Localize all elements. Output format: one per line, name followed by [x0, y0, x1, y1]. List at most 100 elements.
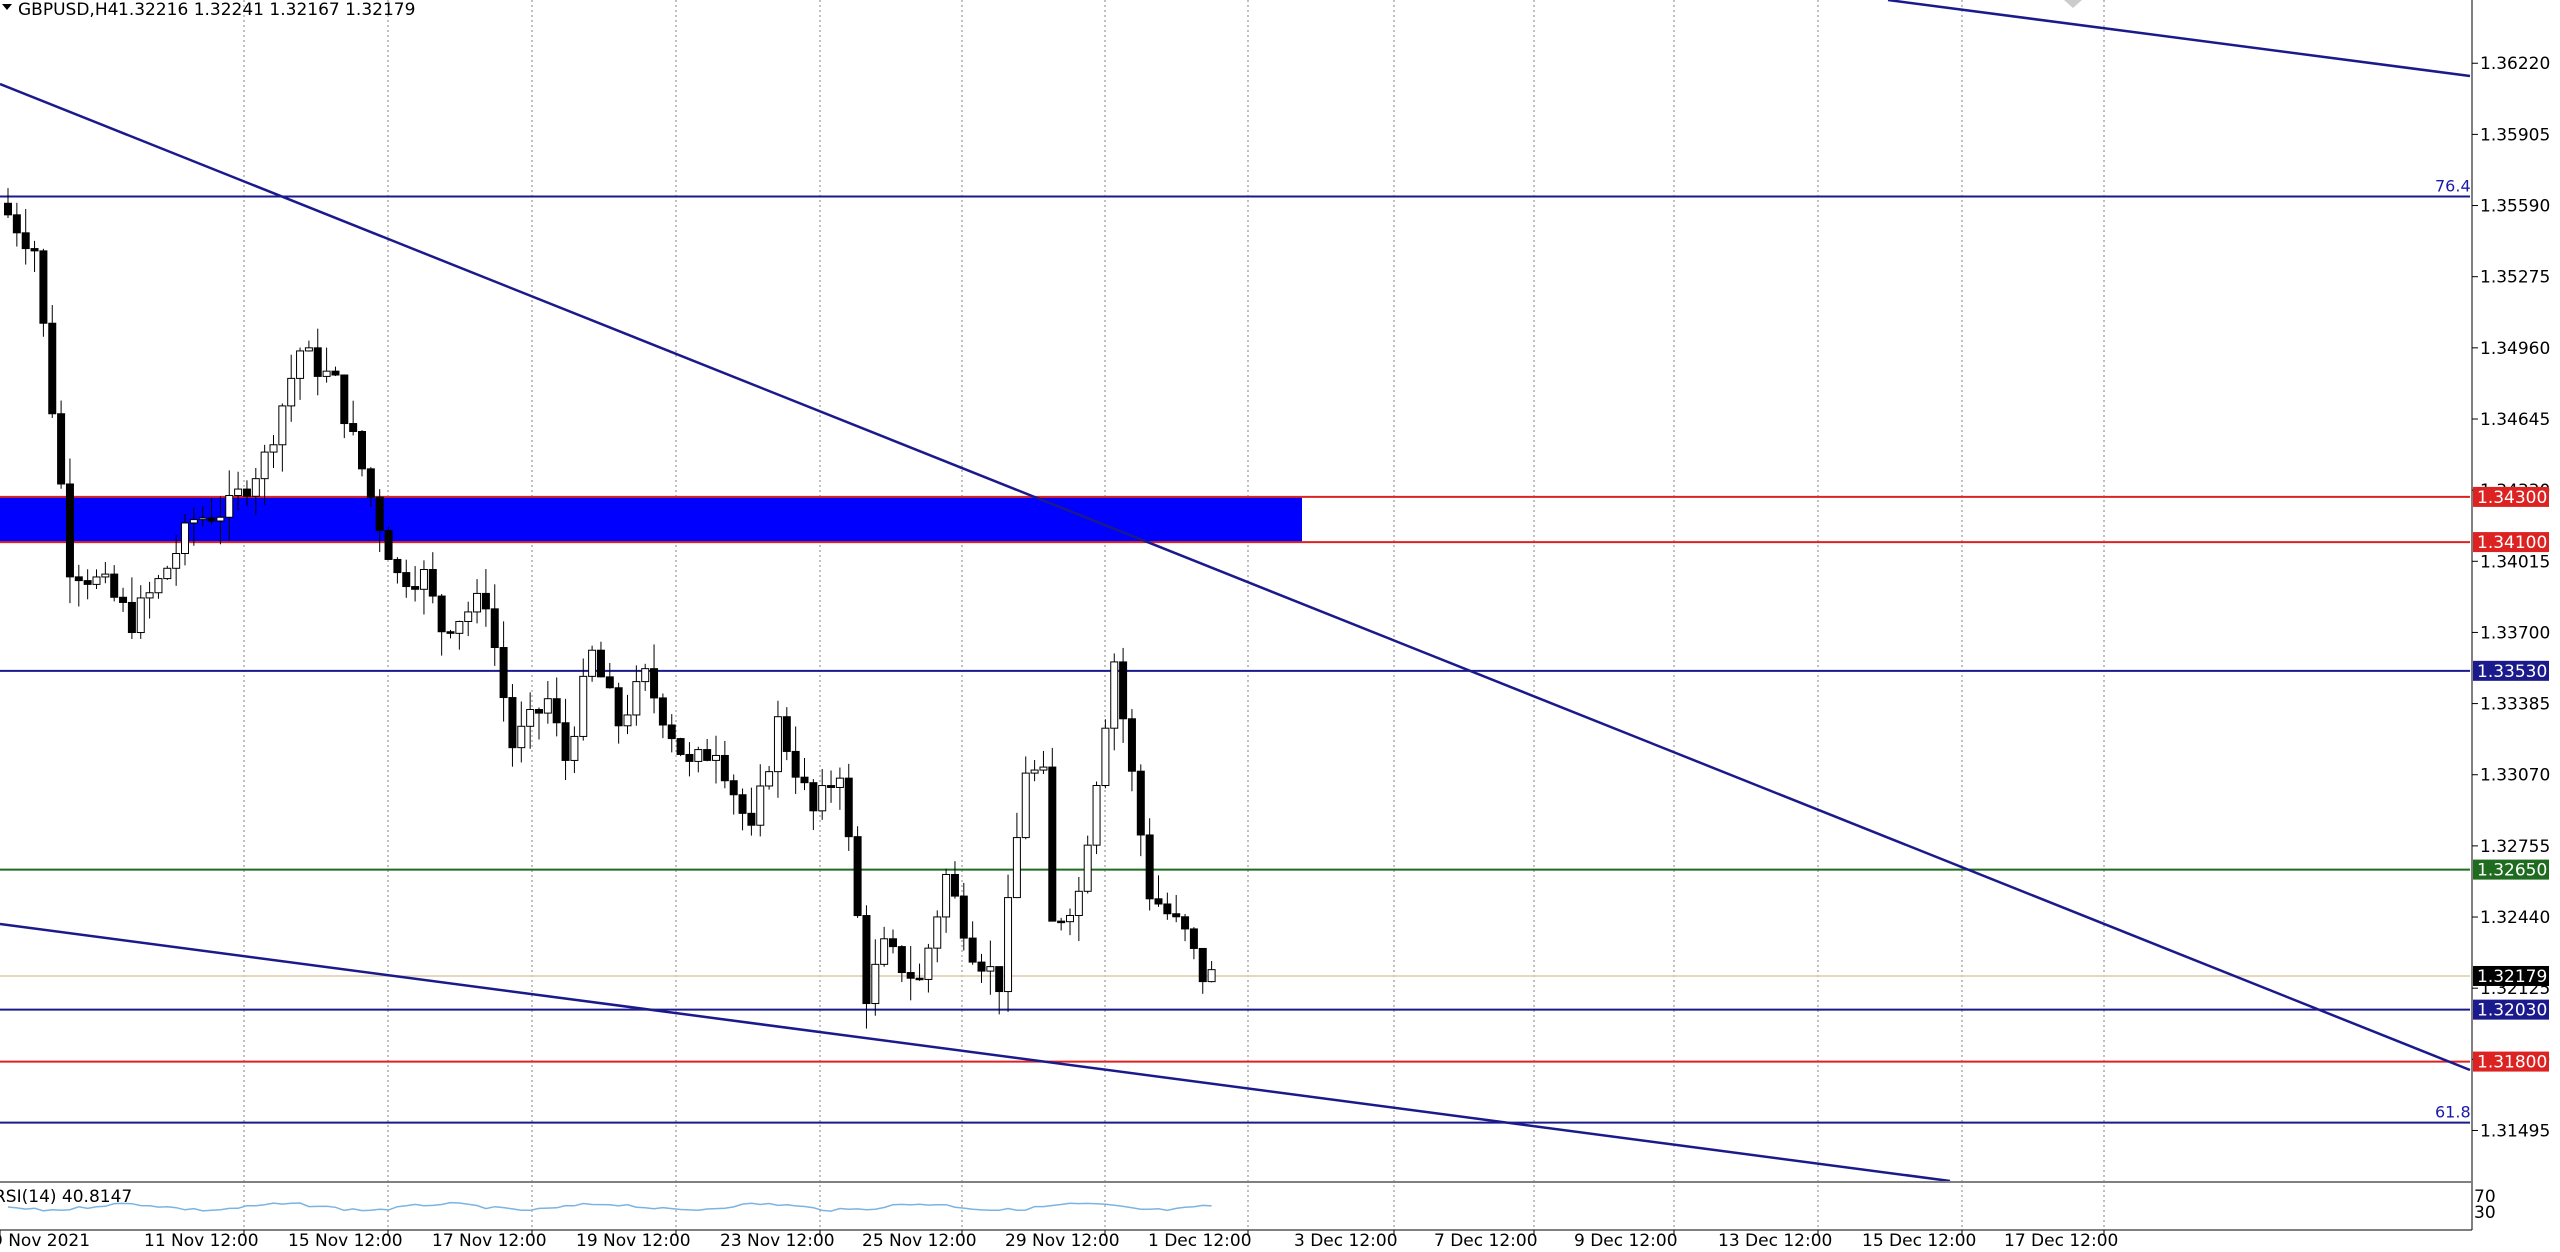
- price-tag-label: 1.31800: [2477, 1053, 2547, 1073]
- candle-body: [747, 812, 756, 826]
- candle-body: [296, 350, 305, 379]
- symbol-label: GBPUSD,H4: [18, 0, 118, 20]
- candle-body: [1136, 770, 1145, 836]
- candle-body: [83, 580, 92, 585]
- price-tags: 1.34300 1.34100 1.33530 1.32650 1.32179 1.320…: [2473, 486, 2549, 1073]
- candle-body: [428, 568, 437, 597]
- price-tick-label: 1.35275: [2480, 268, 2550, 288]
- fib-label: 76.4: [2435, 177, 2471, 196]
- rsi-level-70: 70: [2474, 1187, 2496, 1207]
- price-tag-label: 1.32030: [2477, 1001, 2547, 1021]
- candle-body: [464, 611, 473, 622]
- candle-body: [667, 724, 676, 740]
- time-tick-label: 7 Dec 12:00: [1434, 1231, 1538, 1251]
- candle-body: [242, 488, 251, 497]
- candle-body: [278, 405, 287, 446]
- candle-body: [596, 649, 605, 678]
- candles: [4, 188, 1216, 1029]
- candle-body: [703, 749, 712, 761]
- candle-body: [1198, 947, 1207, 983]
- horizontal-levels[interactable]: 76.4 61.8: [0, 177, 2471, 1124]
- candle-body: [658, 697, 667, 726]
- candle-body: [437, 595, 446, 633]
- candle-body: [101, 573, 110, 578]
- candle-body: [685, 753, 694, 762]
- price-tag-bg: [2473, 486, 2549, 507]
- time-tick-label: 9 Nov 2021: [0, 1231, 90, 1251]
- trendline-resistance[interactable]: [0, 82, 2471, 1072]
- candle-body: [366, 468, 375, 498]
- candle-body: [1207, 969, 1216, 983]
- price-tick-label: 1.35905: [2480, 125, 2550, 145]
- candle-body: [287, 377, 296, 407]
- candle-body: [756, 785, 765, 826]
- candle-body: [632, 681, 641, 716]
- price-tick-label: 1.35590: [2480, 197, 2550, 217]
- candle-body: [251, 478, 260, 497]
- trendlines[interactable]: [0, 0, 2471, 1183]
- candle-body: [809, 782, 818, 812]
- candle-body: [968, 937, 977, 963]
- price-tag-bg: [2473, 532, 2549, 553]
- price-tag-label: 1.34100: [2477, 533, 2547, 553]
- price-tick-label: 1.33070: [2480, 766, 2550, 786]
- rsi-line: [7, 1201, 1212, 1212]
- candle-body: [39, 250, 48, 324]
- price-tick-label: 1.34960: [2480, 339, 2550, 359]
- candle-body: [818, 785, 827, 812]
- candle-body: [304, 347, 313, 352]
- candle-body: [1004, 897, 1013, 993]
- trendline-channel-top[interactable]: [1887, 0, 2471, 78]
- time-tick-label: 1 Dec 12:00: [1148, 1231, 1252, 1251]
- candle-body: [1189, 928, 1198, 949]
- candle-body: [1083, 844, 1092, 892]
- candle-body: [74, 576, 83, 582]
- candle-body: [4, 202, 12, 216]
- candle-body: [331, 370, 340, 376]
- candle-body: [517, 725, 526, 749]
- candle-body: [163, 567, 172, 580]
- candle-body: [897, 946, 906, 974]
- candle-body: [853, 836, 862, 917]
- candle-body: [181, 522, 189, 554]
- candle-body: [1092, 785, 1101, 846]
- candle-body: [1172, 913, 1181, 918]
- candle-body: [959, 895, 968, 939]
- candle-body: [933, 916, 942, 949]
- time-tick-label: 17 Nov 12:00: [432, 1231, 547, 1251]
- ohlc-values: 1.32216 1.32241 1.32167 1.32179: [118, 0, 415, 20]
- price-tag-bg: [2473, 999, 2549, 1020]
- price-tick-label: 1.36220: [2480, 54, 2550, 74]
- candle-body: [650, 668, 659, 699]
- candle-body: [21, 232, 30, 250]
- time-tick-label: 13 Dec 12:00: [1718, 1231, 1832, 1251]
- time-tick-label: 17 Dec 12:00: [2004, 1231, 2118, 1251]
- candle-body: [358, 430, 366, 470]
- candle-body: [623, 714, 632, 727]
- rsi-label: RSI(14) 40.8147: [0, 1187, 132, 1207]
- candle-body: [977, 961, 986, 972]
- candle-body: [145, 592, 154, 599]
- candle-body: [1021, 772, 1030, 839]
- price-tag-label: 1.34300: [2477, 488, 2547, 508]
- trendline-support[interactable]: [0, 922, 1951, 1183]
- triangle-down-icon[interactable]: [2, 4, 12, 10]
- candle-body: [172, 552, 181, 569]
- candle-body: [57, 413, 66, 485]
- candle-body: [738, 794, 747, 814]
- candle-body: [1110, 661, 1119, 729]
- candle-body: [906, 972, 915, 979]
- candle-body: [384, 530, 393, 560]
- candle-body: [313, 347, 322, 377]
- candle-body: [1048, 766, 1057, 922]
- price-tag-label: 1.32650: [2477, 861, 2547, 881]
- price-tag-bg: [2473, 859, 2549, 880]
- candle-body: [827, 785, 836, 788]
- candle-body: [924, 947, 933, 980]
- candle-body: [986, 966, 995, 972]
- price-tick-label: 1.31495: [2480, 1121, 2550, 1141]
- candle-body: [411, 586, 420, 590]
